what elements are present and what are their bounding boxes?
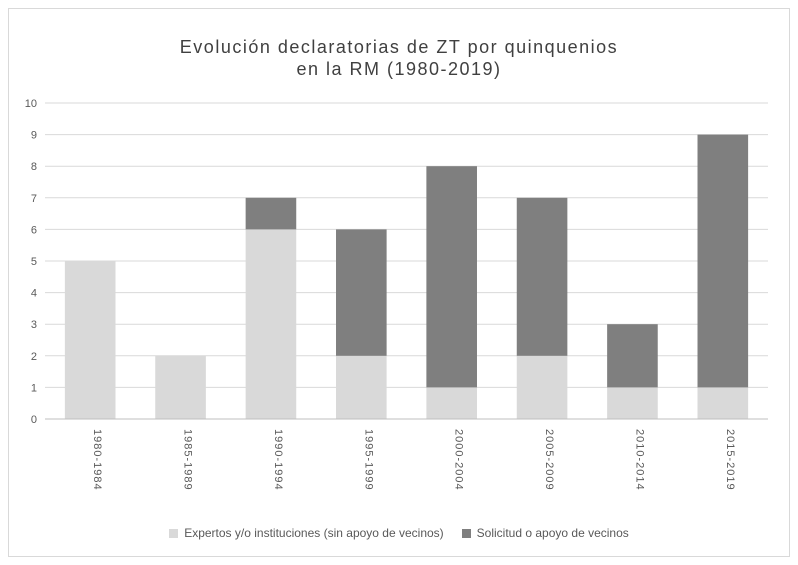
chart-title-line-2: en la RM (1980-2019) [296,59,502,79]
bar-segment-vecinos [245,197,297,230]
y-tick-label: 8 [31,161,37,173]
legend-swatch-expertos [169,528,179,538]
chart-legend: Expertos y/o instituciones (sin apoyo de… [0,526,798,540]
y-tick-label: 7 [31,193,37,205]
legend-label-expertos: Expertos y/o instituciones (sin apoyo de… [184,526,444,540]
y-tick-label: 5 [31,256,37,268]
bar-segment-expertos [426,387,477,419]
bar-segment-expertos [336,355,387,419]
y-tick-label: 3 [31,319,37,331]
y-tick-label: 0 [31,414,37,426]
chart-frame [8,8,790,557]
y-tick-label: 1 [31,382,37,394]
chart-title: Evolución declaratorias de ZT por quinqu… [0,36,798,80]
bar-segment-vecinos [607,324,658,388]
bar-segment-vecinos [336,229,387,356]
x-tick-label: 1995-1999 [362,429,374,491]
bar-segment-vecinos [426,166,477,388]
bar-segment-vecinos [516,197,568,356]
y-tick-label: 10 [25,98,37,110]
x-tick-label: 1985-1989 [182,429,194,491]
bar-segment-expertos [607,387,658,419]
x-tick-label: 2000-2004 [453,429,465,491]
bar-segment-expertos [155,355,206,419]
y-tick-label: 9 [31,130,37,142]
y-tick-label: 4 [31,288,37,300]
x-tick-label: 1980-1984 [91,429,103,491]
y-tick-label: 6 [31,224,37,236]
x-tick-label: 1990-1994 [272,429,284,491]
legend-swatch-vecinos [461,528,471,538]
bar-segment-expertos [697,387,749,419]
x-tick-label: 2015-2019 [724,429,736,491]
bar-segment-expertos [516,355,568,419]
legend-item-vecinos: Solicitud o apoyo de vecinos [461,526,629,540]
legend-label-vecinos: Solicitud o apoyo de vecinos [476,526,629,540]
bar-segment-vecinos [697,134,749,388]
x-tick-label: 2010-2014 [633,429,645,491]
chart-title-line-1: Evolución declaratorias de ZT por quinqu… [179,37,619,57]
bar-segment-expertos [245,229,297,419]
y-tick-label: 2 [31,351,37,363]
x-tick-label: 2005-2009 [543,429,555,491]
legend-item-expertos: Expertos y/o instituciones (sin apoyo de… [169,526,444,540]
bar-segment-expertos [64,261,116,419]
